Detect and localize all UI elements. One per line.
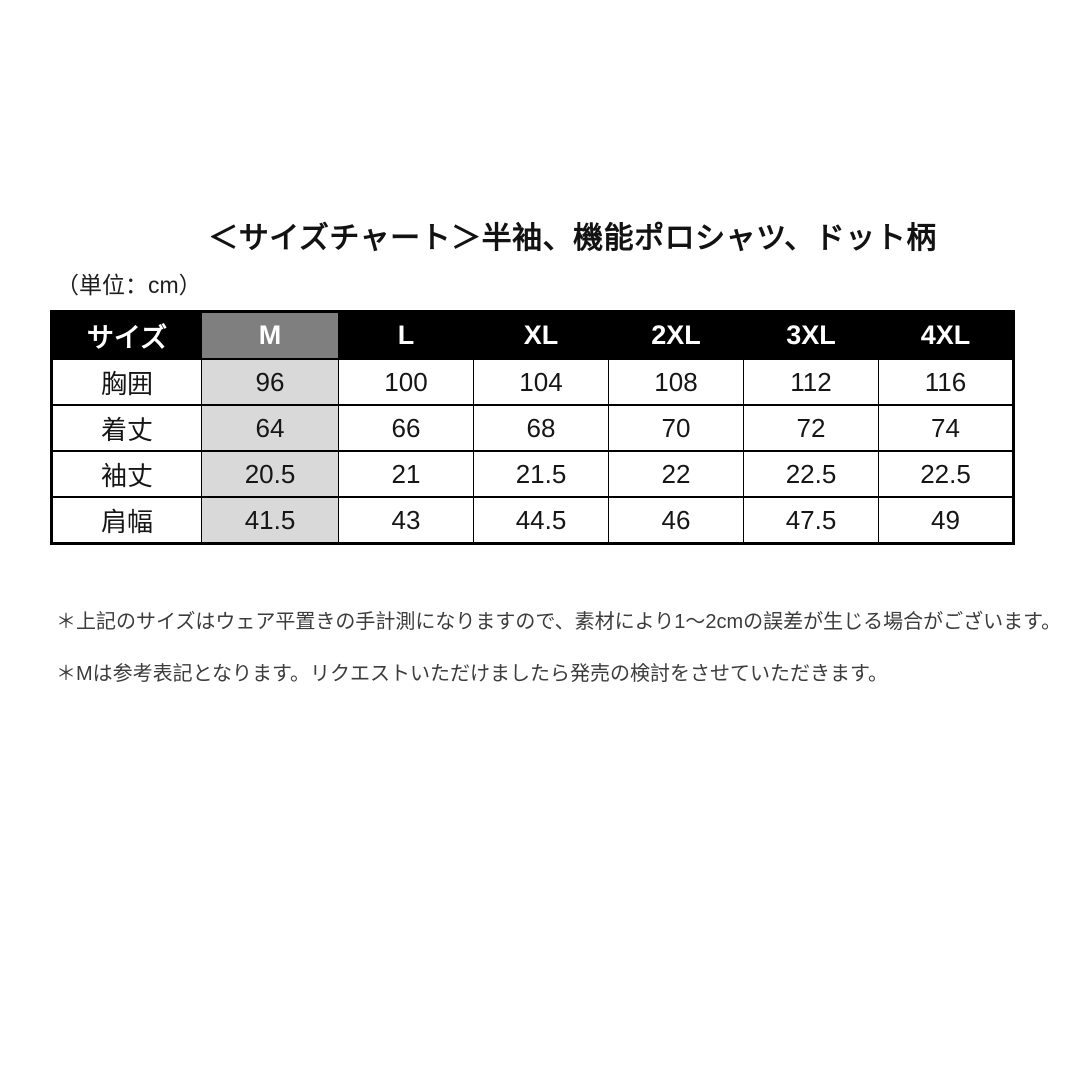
column-header-2xl: 2XL	[608, 310, 744, 360]
header-row: サイズ M L XL 2XL 3XL 4XL	[51, 310, 1014, 360]
table-cell: 96	[201, 358, 339, 406]
row-label: 袖丈	[51, 450, 202, 498]
unit-label: （単位：cm）	[56, 272, 202, 298]
row-label: 肩幅	[51, 496, 202, 545]
table-cell: 21	[338, 450, 474, 498]
column-header-l: L	[338, 310, 474, 360]
table-cell: 68	[473, 404, 609, 452]
table-cell: 66	[338, 404, 474, 452]
table-row-shoulder: 肩幅 41.5 43 44.5 46 47.5 49	[51, 496, 1014, 545]
table-cell: 64	[201, 404, 339, 452]
table-cell: 44.5	[473, 496, 609, 545]
table-cell: 104	[473, 358, 609, 406]
table-cell: 74	[878, 404, 1014, 452]
column-header-m: M	[201, 310, 339, 360]
size-chart-table: サイズ M L XL 2XL 3XL 4XL 胸囲 96 100 104 108…	[50, 310, 1015, 545]
table-cell: 49	[878, 496, 1014, 545]
table-cell: 72	[743, 404, 879, 452]
row-label: 着丈	[51, 404, 202, 452]
table-cell: 22.5	[878, 450, 1014, 498]
column-header-size: サイズ	[51, 310, 202, 360]
table-cell: 43	[338, 496, 474, 545]
footnote-m-size-note: ＊Mは参考表記となります。リクエストいただけましたら発売の検討をさせていただきま…	[56, 663, 889, 685]
table-cell: 46	[608, 496, 744, 545]
column-header-3xl: 3XL	[743, 310, 879, 360]
table-row-length: 着丈 64 66 68 70 72 74	[51, 404, 1014, 452]
table-cell: 22	[608, 450, 744, 498]
column-header-4xl: 4XL	[878, 310, 1014, 360]
table-cell: 112	[743, 358, 879, 406]
table-cell: 21.5	[473, 450, 609, 498]
footnote-measurement-note: ＊上記のサイズはウェア平置きの手計測になりますので、素材により1～2cmの誤差が…	[56, 611, 1062, 633]
table-cell: 100	[338, 358, 474, 406]
table-cell: 116	[878, 358, 1014, 406]
table-cell: 20.5	[201, 450, 339, 498]
row-label: 胸囲	[51, 358, 202, 406]
table-row-sleeve: 袖丈 20.5 21 21.5 22 22.5 22.5	[51, 450, 1014, 498]
table-cell: 108	[608, 358, 744, 406]
table-cell: 70	[608, 404, 744, 452]
column-header-xl: XL	[473, 310, 609, 360]
page-title: ＜サイズチャート＞半袖、機能ポロシャツ、ドット柄	[208, 222, 937, 255]
table-cell: 47.5	[743, 496, 879, 545]
table-row-chest: 胸囲 96 100 104 108 112 116	[51, 358, 1014, 406]
table-cell: 22.5	[743, 450, 879, 498]
table-cell: 41.5	[201, 496, 339, 545]
